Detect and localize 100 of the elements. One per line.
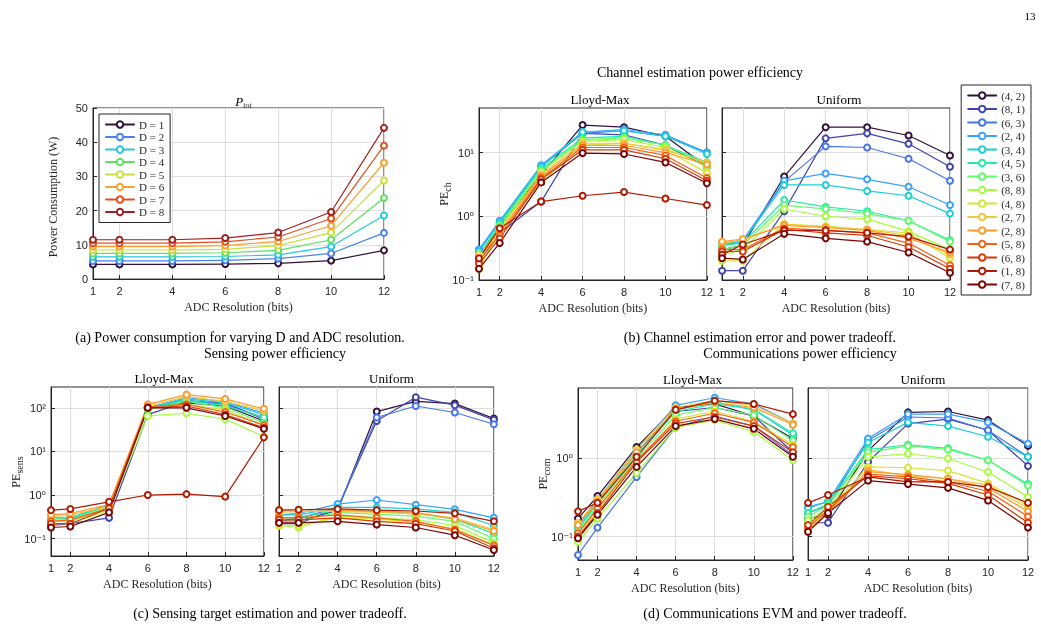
y-tick-label: 10⁰ [457, 210, 475, 223]
x-tick-label: 8 [412, 561, 419, 574]
legend-label: D = 5 [139, 168, 165, 181]
legend-label: (7, 8) [1001, 278, 1026, 292]
legend-label: (8, 1) [1001, 103, 1026, 116]
x-axis-title: ADC Resolution (bits) [103, 576, 212, 591]
legend-label: (8, 8) [1001, 184, 1026, 197]
x-tick-label: 4 [864, 565, 872, 578]
chart-title: Lloyd-Max [134, 371, 195, 386]
x-tick-label: 8 [711, 565, 718, 578]
x-tick-label: 1 [89, 284, 97, 297]
y-tick-label: 10⁰ [29, 489, 47, 502]
chart-title: Uniform [816, 92, 862, 107]
x-tick-label: 12 [1021, 565, 1035, 578]
chart-title: Uniform [900, 372, 946, 387]
x-tick-label: 12 [377, 284, 391, 297]
text: (a) Power consumption for varying D and ADC resolution. [75, 330, 405, 346]
y-tick-label: 40 [75, 136, 88, 149]
y-tick-label: 10⁻¹ [452, 274, 475, 286]
x-tick-label: 10 [902, 285, 915, 298]
x-axis-title: ADC Resolution (bits) [184, 300, 293, 314]
x-tick-label: 8 [275, 284, 282, 297]
legend-label: (6, 3) [1001, 116, 1026, 130]
x-tick-label: 2 [824, 565, 832, 578]
text: Channel estimation power efficiency [596, 65, 804, 81]
legend-label: D = 7 [139, 193, 165, 206]
y-tick-label: 10¹ [30, 445, 47, 458]
x-tick-label: 4 [334, 561, 341, 574]
x-tick-label: 12 [943, 285, 957, 298]
text: 13 [1024, 10, 1036, 22]
legend-label: D = 4 [139, 156, 165, 168]
legend-label: (5, 8) [1001, 238, 1026, 251]
x-tick-label: 1 [276, 561, 283, 574]
chart-title: Lloyd-Max [662, 372, 723, 387]
x-tick-label: 2 [116, 284, 123, 297]
x-axis-title: ADC Resolution (bits) [332, 576, 441, 591]
x-tick-label: 4 [538, 285, 545, 298]
text: Sensing power efficiency [203, 346, 347, 362]
legend-label: D = 3 [139, 143, 165, 156]
y-tick-label: 10⁻¹ [24, 532, 47, 545]
y-tick-label: 10 [75, 238, 88, 251]
x-tick-label: 10 [747, 565, 760, 578]
x-tick-label: 10 [659, 285, 672, 298]
x-tick-label: 1 [574, 565, 582, 578]
text: Communications power efficiency [703, 346, 897, 362]
x-tick-label: 4 [633, 565, 640, 578]
x-tick-label: 1 [475, 285, 483, 298]
x-tick-label: 8 [864, 285, 871, 298]
x-tick-label: 10 [981, 565, 995, 578]
x-tick-label: 1 [47, 561, 55, 574]
text: (d) Communications EVM and power tradeoff. [643, 606, 907, 622]
x-tick-label: 12 [700, 285, 714, 298]
y-axis-title: Power Consumption (W) [45, 136, 61, 257]
legend-label: (3, 4) [1001, 143, 1026, 157]
x-tick-label: 8 [620, 285, 628, 298]
legend-label: (1, 8) [1001, 265, 1026, 278]
x-tick-label: 8 [944, 565, 952, 578]
x-tick-label: 1 [719, 285, 726, 298]
text: (b) Channel estimation error and power tradeoff. [623, 330, 897, 346]
y-tick-label: 50 [75, 102, 88, 114]
x-tick-label: 12 [786, 565, 800, 578]
legend-label: (4, 5) [1001, 157, 1026, 170]
legend-label: (4, 2) [1001, 89, 1026, 103]
x-tick-label: 8 [183, 561, 190, 574]
x-tick-label: 1 [805, 565, 812, 578]
x-tick-label: 2 [67, 561, 74, 574]
y-tick-label: 10¹ [458, 146, 475, 159]
x-tick-label: 6 [822, 285, 829, 298]
chart-title: Lloyd-Max [570, 92, 631, 107]
x-tick-label: 6 [904, 565, 912, 578]
x-tick-label: 6 [222, 284, 229, 297]
legend-label: (4, 8) [1001, 197, 1026, 211]
x-tick-label: 2 [594, 565, 601, 578]
x-axis-title: ADC Resolution (bits) [538, 300, 648, 315]
x-tick-label: 2 [295, 561, 302, 574]
legend-label: D = 1 [139, 118, 165, 131]
legend-label: (6, 8) [1001, 251, 1026, 265]
x-tick-label: 6 [672, 565, 679, 578]
legend-label: D = 6 [139, 181, 165, 193]
legend-label: D = 8 [139, 206, 165, 218]
x-tick-label: 4 [106, 561, 113, 574]
y-tick-label: 10² [30, 401, 47, 414]
legend-label: D = 2 [139, 131, 165, 143]
y-tick-label: 10⁻¹ [551, 530, 574, 543]
legend-label: (2, 7) [1001, 211, 1026, 224]
x-axis-title: ADC Resolution (bits) [631, 580, 740, 595]
x-tick-label: 4 [781, 285, 788, 298]
x-tick-label: 12 [257, 561, 271, 574]
legend-label: (2, 8) [1001, 224, 1026, 238]
x-tick-label: 2 [496, 285, 503, 298]
x-tick-label: 6 [373, 561, 380, 574]
y-tick-label: 10⁰ [556, 452, 574, 465]
x-tick-label: 4 [169, 284, 176, 297]
x-tick-label: 10 [448, 561, 461, 574]
text: (c) Sensing target estimation and power tradeoff. [133, 606, 407, 622]
y-tick-label: 30 [75, 170, 88, 183]
legend-label: (3, 6) [1001, 170, 1026, 184]
y-tick-label: 20 [75, 204, 88, 217]
x-tick-label: 6 [144, 561, 151, 574]
x-tick-label: 2 [739, 285, 746, 298]
